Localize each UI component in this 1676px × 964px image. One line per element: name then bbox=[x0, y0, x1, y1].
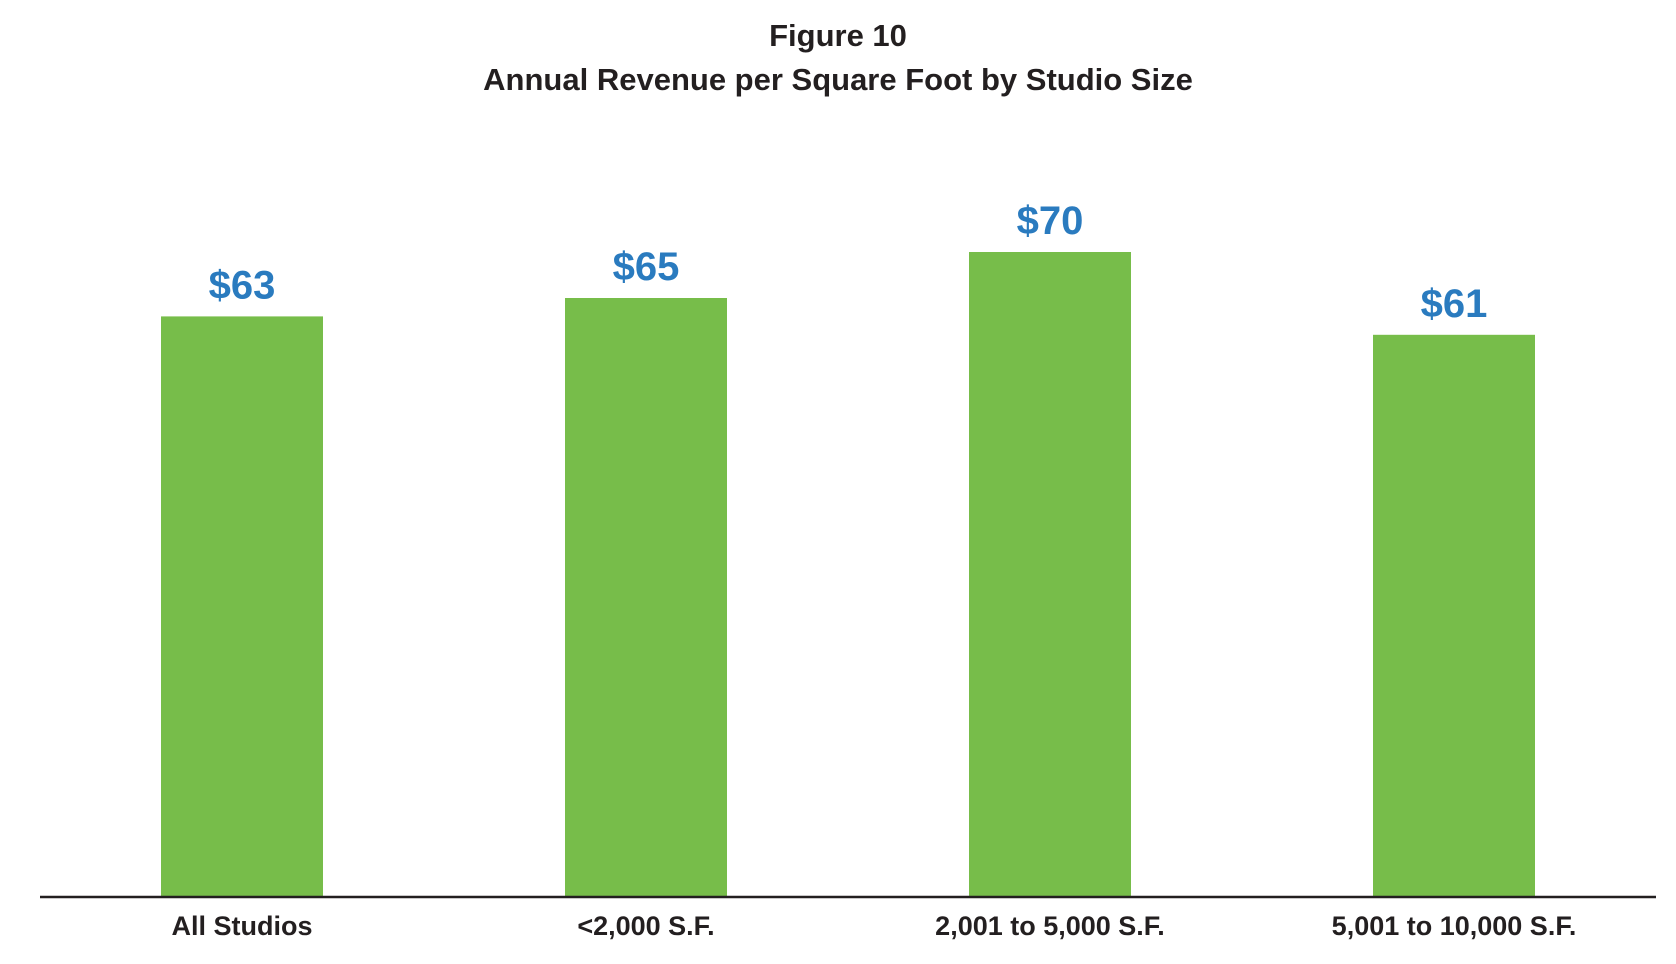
category-label-3: 2,001 to 5,000 S.F. bbox=[935, 911, 1165, 941]
chart-title: Annual Revenue per Square Foot by Studio… bbox=[483, 62, 1193, 97]
chart-titles: Figure 10 Annual Revenue per Square Foot… bbox=[0, 14, 1676, 102]
category-label-2: <2,000 S.F. bbox=[577, 911, 714, 941]
category-label-4: 5,001 to 10,000 S.F. bbox=[1332, 911, 1577, 941]
bars-group bbox=[161, 252, 1535, 896]
bar-2 bbox=[565, 298, 727, 896]
bar-1 bbox=[161, 316, 323, 896]
category-labels-group: All Studios <2,000 S.F. 2,001 to 5,000 S.F… bbox=[172, 911, 1577, 941]
value-label-3: $70 bbox=[1017, 199, 1084, 243]
value-labels-group: $63 $65 $70 $61 bbox=[209, 199, 1488, 326]
value-label-1: $63 bbox=[209, 263, 276, 307]
value-label-4: $61 bbox=[1421, 282, 1488, 326]
figure-label: Figure 10 bbox=[769, 18, 907, 53]
value-label-2: $65 bbox=[613, 245, 680, 289]
bar-4 bbox=[1373, 334, 1535, 896]
category-label-1: All Studios bbox=[172, 911, 313, 941]
bar-3 bbox=[969, 252, 1131, 896]
